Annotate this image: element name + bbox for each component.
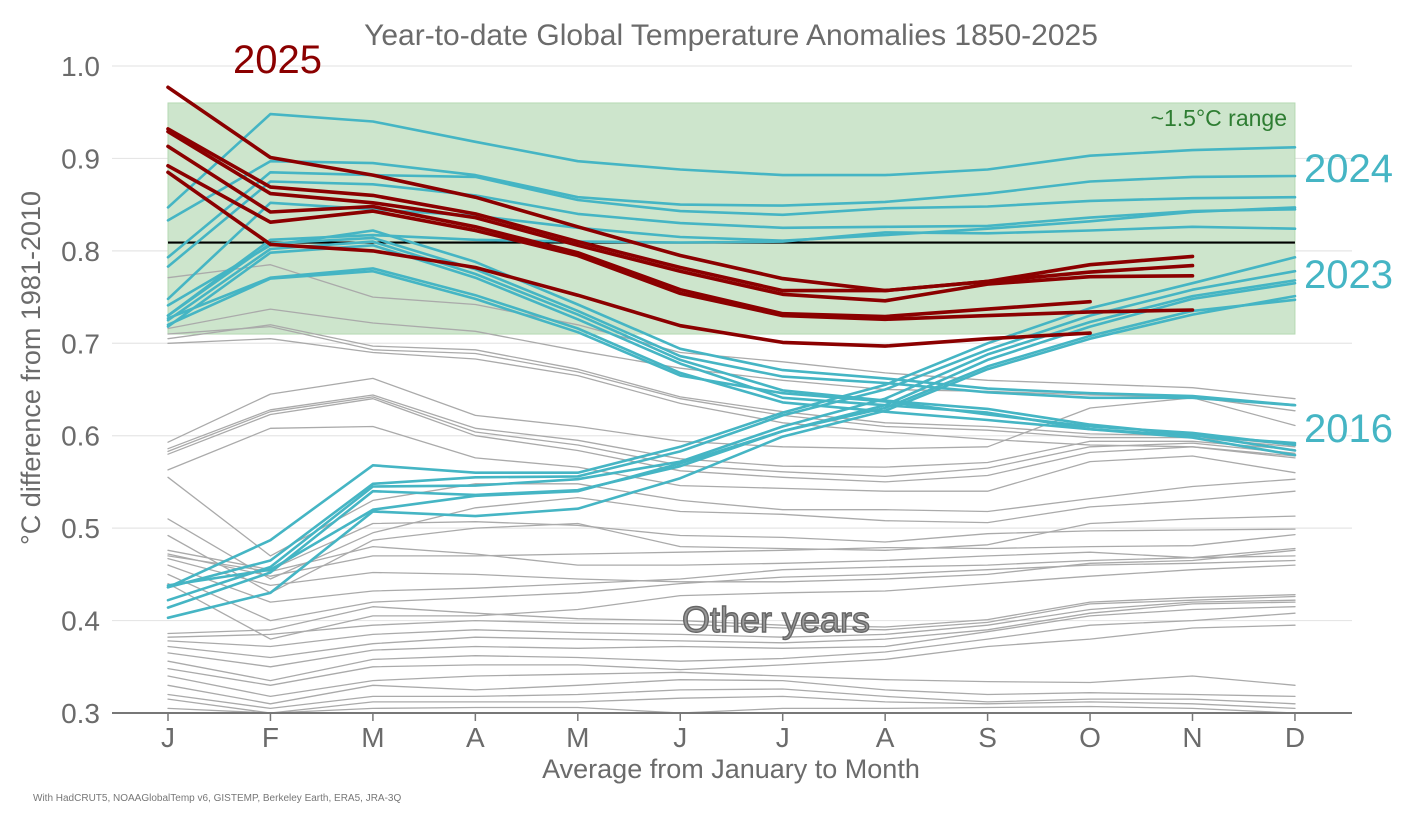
x-tick-label: D — [1285, 722, 1305, 753]
series-line-other — [167, 555, 1296, 603]
series-line-2025 — [166, 170, 1092, 348]
series-line-other — [167, 398, 1296, 483]
series-line-2025 — [166, 85, 1195, 293]
x-tick-label: J — [673, 722, 687, 753]
y-tick-label: 0.9 — [61, 143, 100, 174]
series-line-2023 — [166, 281, 1297, 609]
series-line-other — [167, 476, 1296, 557]
x-tick-label: A — [876, 722, 895, 753]
series-line-other — [167, 606, 1296, 668]
series-line-other — [167, 549, 1296, 587]
series-line-other — [167, 594, 1296, 635]
axes: 0.3 0.4 0.5 0.6 0.7 0.8 0.9 1.0 J F M A M J J A S O N D — [61, 51, 1352, 753]
label-2016: 2016 — [1304, 407, 1393, 451]
range-band-label: ~1.5°C range — [1151, 105, 1287, 131]
series-line-other — [167, 559, 1296, 622]
series-line-other — [167, 612, 1296, 682]
series-line-other — [167, 338, 1296, 457]
series-line-other — [167, 396, 1296, 478]
series-line-other — [167, 425, 1296, 492]
source-note: With HadCRUT5, NOAAGlobalTemp v6, GISTEM… — [33, 793, 401, 804]
y-tick-label: 0.6 — [61, 421, 100, 452]
series-line-2016 — [166, 229, 1297, 407]
series-line-2025 — [166, 129, 1195, 303]
series-line-other — [167, 490, 1296, 580]
series-line-other — [167, 599, 1296, 648]
series-line-2024 — [166, 180, 1297, 268]
y-tick-label: 0.4 — [61, 606, 100, 637]
x-tick-label: F — [262, 722, 279, 753]
x-tick-label: J — [776, 722, 790, 753]
x-tick-label: M — [566, 722, 589, 753]
series-line-2016 — [166, 236, 1297, 407]
chart-title: Year-to-date Global Temperature Anomalie… — [364, 19, 1098, 52]
label-2024: 2024 — [1304, 147, 1393, 191]
series-line-2024 — [166, 159, 1297, 222]
series-line-2024 — [166, 112, 1297, 209]
y-tick-label: 0.3 — [61, 698, 100, 729]
x-tick-label: M — [361, 722, 384, 753]
y-axis-label: °C difference from 1981-2010 — [16, 191, 46, 545]
series-line-other — [167, 324, 1296, 446]
series-line-other — [167, 679, 1296, 705]
label-other-years: Other years — [682, 599, 870, 640]
series-line-other — [167, 533, 1296, 577]
series-line-other — [167, 595, 1296, 638]
series-line-2016 — [166, 244, 1297, 457]
series-line-2023 — [166, 279, 1297, 602]
x-tick-label: A — [466, 722, 485, 753]
x-tick-label: O — [1079, 722, 1101, 753]
series-line-other — [167, 515, 1296, 594]
series-line-other — [167, 564, 1296, 640]
series-line-other — [167, 695, 1296, 713]
year-2025-series — [166, 85, 1195, 348]
y-tick-label: 0.5 — [61, 513, 100, 544]
label-2023: 2023 — [1304, 253, 1393, 297]
series-line-other — [167, 671, 1296, 698]
series-line-other — [167, 521, 1296, 571]
series-line-other — [167, 705, 1296, 713]
series-line-2025 — [166, 127, 1195, 293]
y-tick-label: 0.8 — [61, 236, 100, 267]
y-tick-label: 1.0 — [61, 51, 100, 82]
series-line-2025 — [166, 164, 1195, 322]
series-line-other — [167, 545, 1296, 573]
x-axis-label: Average from January to Month — [542, 754, 920, 784]
label-2025: 2025 — [233, 38, 322, 82]
series-line-2024 — [166, 171, 1297, 259]
series-line-other — [167, 624, 1296, 686]
series-line-other — [167, 264, 1296, 400]
series-line-2016 — [166, 240, 1297, 452]
other-years-series — [167, 264, 1296, 713]
series-line-other — [167, 601, 1296, 659]
series-line-2024 — [166, 225, 1297, 317]
x-tick-label: S — [978, 722, 997, 753]
x-tick-label: N — [1182, 722, 1202, 753]
series-line-2023 — [166, 298, 1297, 587]
y-tick-label: 0.7 — [61, 328, 100, 359]
series-line-other — [167, 394, 1296, 468]
x-tick-label: J — [161, 722, 175, 753]
series-line-2025 — [166, 144, 1092, 319]
series-line-2023 — [166, 294, 1297, 620]
series-line-other — [167, 325, 1296, 448]
series-line-2023 — [166, 255, 1297, 589]
series-line-other — [167, 688, 1296, 710]
